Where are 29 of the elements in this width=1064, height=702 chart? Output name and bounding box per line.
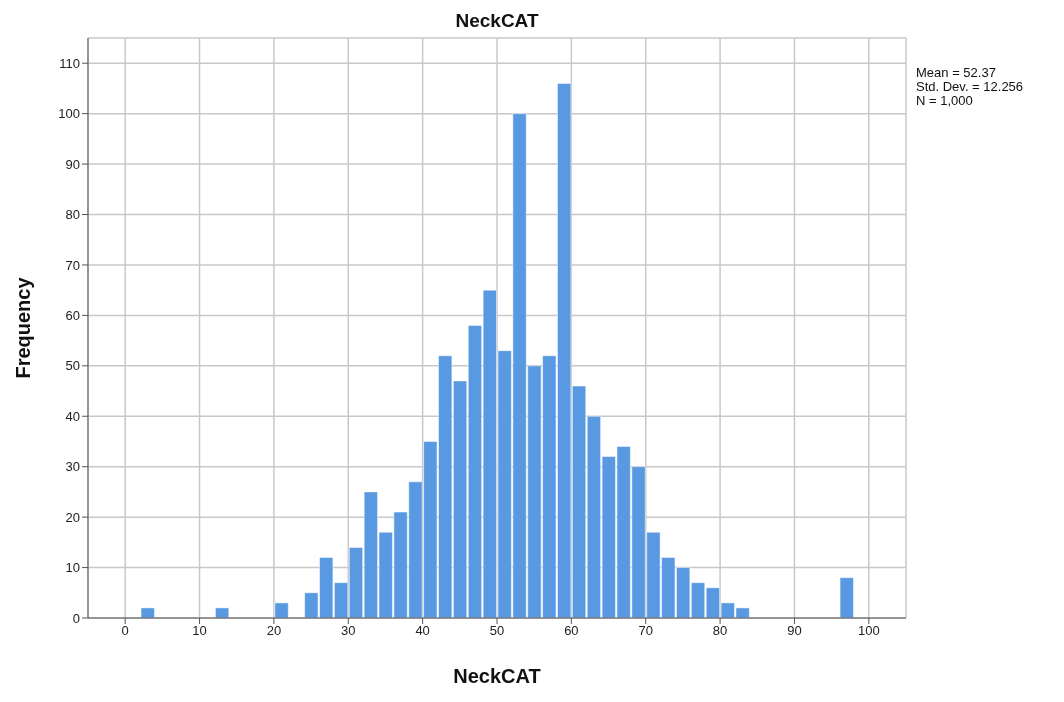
x-tick-label: 20 (266, 623, 282, 639)
x-tick-label: 90 (787, 623, 802, 639)
x-tick-label: 10 (192, 623, 207, 639)
x-tick-label: 70 (638, 623, 653, 639)
y-tick-label: 70 (65, 257, 80, 273)
y-tick-label: 80 (65, 207, 80, 223)
y-tick-label: 110 (59, 55, 80, 71)
x-tick-label: 50 (489, 623, 505, 639)
text: Mean = 52.37 (916, 65, 997, 80)
y-axis-title: Frequency (12, 276, 35, 379)
x-tick-label: 100 (857, 623, 880, 639)
y-tick-label: 0 (72, 610, 80, 626)
y-tick-label: 40 (65, 408, 80, 424)
chart-title: NeckCAT (454, 10, 540, 32)
x-axis-title: NeckCAT (453, 665, 541, 687)
y-tick-label: 30 (65, 459, 80, 475)
y-tick-label: 50 (65, 358, 80, 374)
text: N = 1,000 (916, 93, 974, 108)
y-tick-label: 100 (58, 106, 80, 122)
x-tick-label: 80 (712, 623, 728, 639)
y-tick-label: 90 (65, 156, 80, 172)
y-tick-label: 10 (65, 560, 80, 576)
x-tick-label: 0 (121, 623, 129, 639)
y-tick-label: 20 (65, 509, 80, 525)
x-tick-label: 40 (415, 623, 430, 639)
x-tick-label: 30 (341, 623, 356, 639)
y-tick-label: 60 (65, 308, 80, 324)
x-tick-label: 60 (564, 623, 579, 639)
text: Std. Dev. = 12.256 (916, 79, 1024, 94)
